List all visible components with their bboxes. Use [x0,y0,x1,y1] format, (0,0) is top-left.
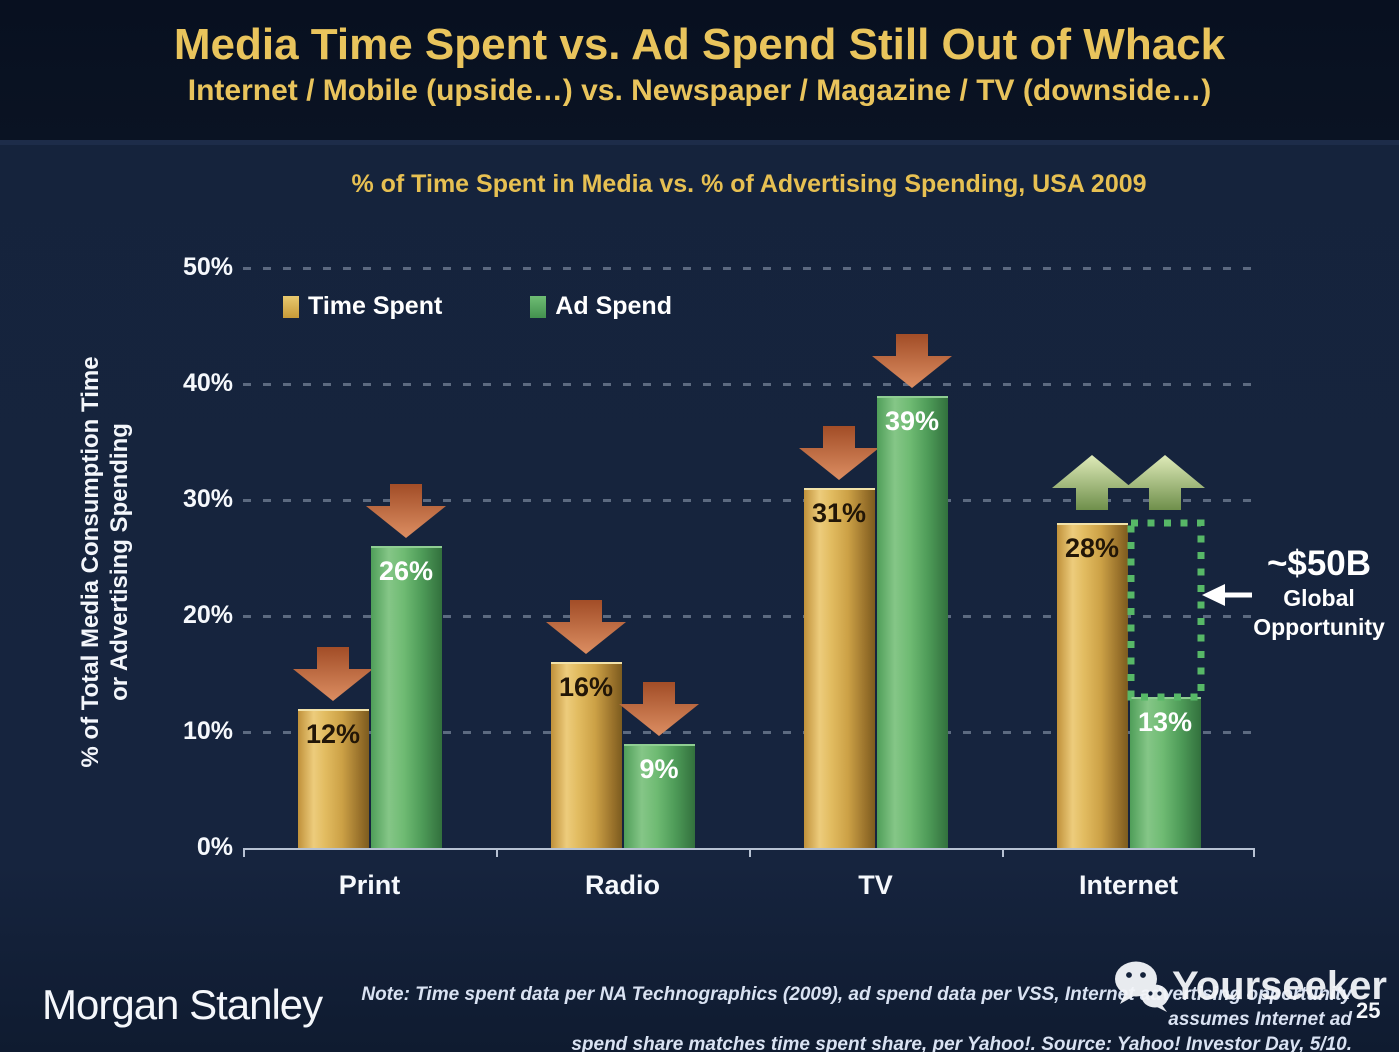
down-arrow-icon [366,484,446,538]
down-arrow-icon [546,600,626,654]
gap-dotted-rectangle [1126,519,1206,703]
y-tick-label: 20% [182,601,233,629]
bar-ad-spend-tv [876,396,948,848]
bar-ad-spend-radio [623,744,695,848]
gridline-30-percent [243,499,1255,502]
source-note: Note: Time spent data per NA Technograph… [300,982,1352,1052]
bar-value-label: 9% [639,754,679,784]
x-axis-tick [243,848,245,857]
watermark-text: Yourseeker [1172,963,1387,1008]
up-arrow-icon [1052,455,1132,510]
legend-item-time-spent: Time Spent [283,292,442,321]
left-arrow-icon [1202,582,1254,608]
y-axis-label: % of Total Media Consumption Time or Adv… [76,327,140,797]
chart-legend: Time Spent Ad Spend [283,292,672,321]
chart-title: % of Time Spent in Media vs. % of Advert… [351,170,1147,198]
bar-chart-plot-area: Time Spent Ad Spend 0% 10% 20% 30% 40% 50% Pri… [183,253,1255,900]
bar-value-label: 26% [378,556,434,586]
wechat-icon [1112,960,1170,1012]
watermark: Yourseeker [1112,960,1387,1012]
bar-value-label: 31% [811,498,867,528]
bar-value-label: 13% [1137,707,1193,737]
down-arrow-icon [619,682,699,736]
legend-label: Ad Spend [555,292,672,320]
gap-annotation: ~$50B Global Opportunity [1243,544,1395,642]
y-tick-label: 40% [182,369,233,397]
slide-title: Media Time Spent vs. Ad Spend Still Out … [173,20,1226,69]
bar-value-label: 28% [1064,533,1120,563]
gap-annotation-line2: Opportunity [1253,614,1385,640]
gridline-20-percent [243,615,1255,618]
y-axis-label-line2: or Advertising Spending [106,423,133,701]
legend-swatch-gold [283,295,299,318]
legend-label: Time Spent [308,292,443,320]
bar-time-spent-radio [550,662,622,848]
source-note-line2: spend share matches time spent share, pe… [571,1034,1352,1052]
x-axis-tick [1002,848,1004,857]
down-arrow-icon [293,647,373,701]
slide-header: Media Time Spent vs. Ad Spend Still Out … [0,0,1399,145]
gridline-40-percent [243,383,1255,386]
source-note-line1: Note: Time spent data per NA Technograph… [361,984,1352,1030]
x-category-label-print: Print [338,870,401,900]
gridline-10-percent [243,731,1255,734]
gridline-50-percent [243,267,1255,270]
bar-time-spent-tv [803,488,875,848]
bar-value-label: 12% [305,719,361,749]
page-number: 25 [1356,998,1381,1023]
legend-swatch-green [530,295,547,318]
x-category-label-radio: Radio [584,870,660,900]
bar-time-spent-print [297,709,369,848]
x-axis-tick [749,848,751,857]
y-tick-label: 0% [196,833,233,861]
down-arrow-icon [872,334,952,388]
down-arrow-icon [799,426,879,480]
legend-item-ad-spend: Ad Spend [530,292,672,321]
gap-annotation-headline: ~$50B [1266,544,1372,583]
x-category-label-internet: Internet [1078,870,1178,900]
x-category-label-tv: TV [858,870,893,900]
slide-subtitle: Internet / Mobile (upside…) vs. Newspape… [187,74,1212,107]
y-tick-label: 50% [182,253,233,281]
y-tick-label: 30% [182,485,233,513]
x-axis-tick [1253,848,1255,857]
bar-value-label: 16% [558,672,614,702]
bar-value-label: 39% [884,406,940,436]
y-tick-label: 10% [182,717,233,745]
x-axis-tick [496,848,498,857]
bar-time-spent-internet [1056,523,1128,848]
bar-ad-spend-print [370,546,442,848]
bar-ad-spend-internet [1129,697,1201,848]
gap-annotation-line1: Global [1283,585,1355,611]
morgan-stanley-logo: Morgan Stanley [42,981,323,1028]
up-arrow-icon [1125,455,1205,510]
y-axis-label-line1: % of Total Media Consumption Time [77,356,104,768]
